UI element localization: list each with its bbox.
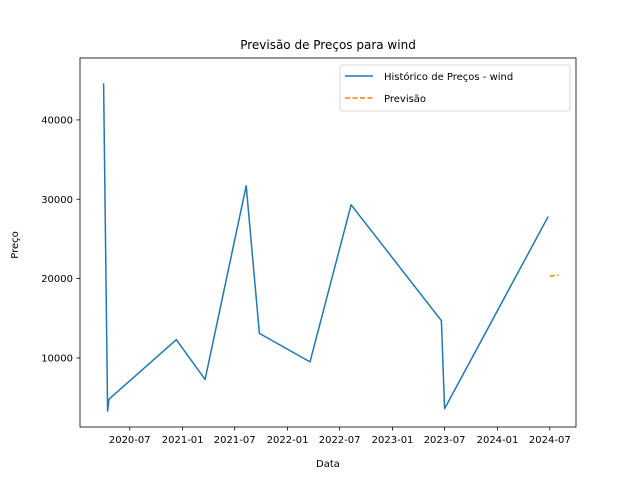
axes-frame [79, 57, 577, 428]
y-axis: 10000 20000 30000 40000 [41, 115, 80, 364]
y-tick-label-2: 30000 [41, 195, 73, 206]
y-tick-label-0: 10000 [41, 353, 73, 364]
x-tick-label-8: 2024-07 [529, 435, 571, 446]
legend: Histórico de Preços - wind Previsão [339, 64, 571, 112]
x-tick-label-1: 2021-01 [162, 435, 204, 446]
x-tick-label-4: 2022-07 [319, 435, 361, 446]
x-tick-label-7: 2024-01 [477, 435, 519, 446]
series-line-0 [102, 83, 549, 412]
x-tick-label-5: 2023-01 [372, 435, 414, 446]
y-tick-label-3: 40000 [41, 115, 73, 126]
x-axis: 2020-07 2021-01 2021-07 2022-01 2022-07 2023-… [109, 427, 571, 446]
legend-label-1: Previsão [384, 94, 426, 105]
y-axis-label: Preço [10, 231, 21, 259]
plot-area [79, 57, 577, 428]
x-tick-label-2: 2021-07 [214, 435, 256, 446]
x-tick-label-6: 2023-07 [424, 435, 466, 446]
chart-title: Previsão de Preços para wind [240, 38, 416, 52]
legend-label-0: Histórico de Preços - wind [384, 71, 513, 83]
legend-box [339, 64, 571, 112]
y-tick-label-1: 20000 [41, 274, 73, 285]
series-line-1 [549, 274, 559, 277]
x-tick-label-0: 2020-07 [109, 435, 151, 446]
x-axis-label: Data [316, 459, 340, 470]
x-tick-label-3: 2022-01 [267, 435, 309, 446]
